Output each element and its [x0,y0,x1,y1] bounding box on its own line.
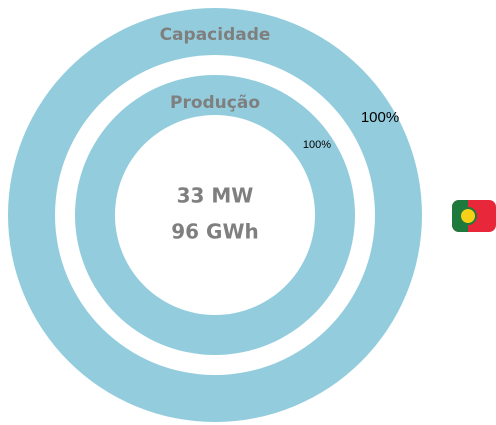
ring-title: Capacidade [160,25,271,45]
value-label: 100% [303,139,331,151]
donut-segment [8,8,422,422]
value-label: 100% [361,109,399,126]
flag-icon [452,200,496,232]
center-text: 96 GWh [171,220,259,244]
center-text: 33 MW [177,184,254,208]
donut-segment [75,75,355,355]
ring-title: Produção [170,93,260,113]
